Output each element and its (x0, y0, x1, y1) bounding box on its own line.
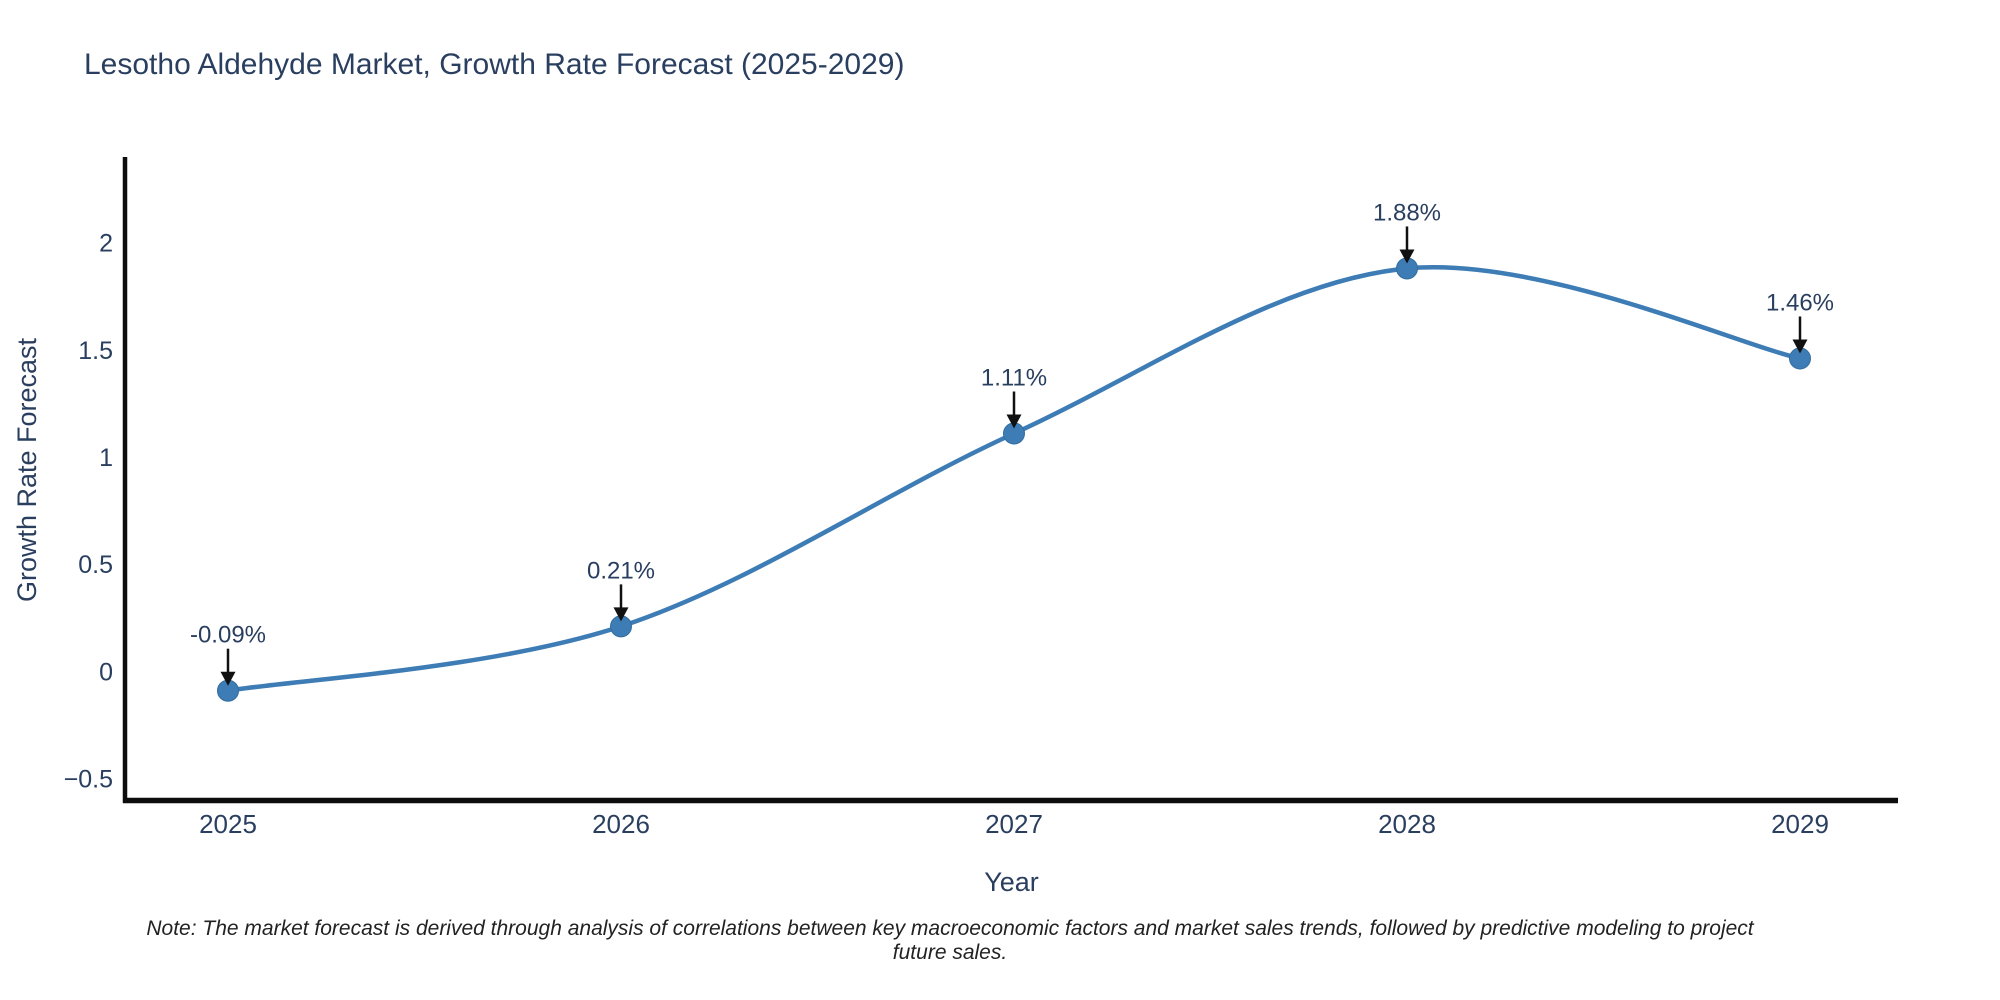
y-tick-label: 0 (99, 658, 113, 686)
annotation-arrowhead (1399, 249, 1415, 264)
annotation-arrowhead (1006, 414, 1022, 429)
x-tick-label: 2025 (199, 809, 257, 839)
annotation-label: -0.09% (190, 622, 266, 649)
x-tick-label: 2027 (985, 809, 1043, 839)
chart-footnote: Note: The market forecast is derived thr… (146, 917, 1754, 964)
annotation-label: 1.11% (981, 364, 1047, 391)
annotation-arrowhead (613, 607, 629, 622)
annotation-label: 0.21% (587, 557, 655, 584)
chart-title: Lesotho Aldehyde Market, Growth Rate For… (84, 48, 905, 81)
x-tick-label: 2026 (592, 809, 650, 839)
annotation-label: 1.88% (1373, 199, 1441, 226)
x-tick-label: 2029 (1771, 809, 1829, 839)
y-tick-label: −0.5 (64, 766, 113, 794)
y-axis-title: Growth Rate Forecast (12, 337, 42, 602)
y-tick-label: 1.5 (78, 337, 113, 365)
line-series-path (225, 265, 1803, 693)
y-tick-label: 1 (99, 444, 113, 472)
y-tick-label: 2 (99, 230, 113, 258)
annotation-arrowhead (1792, 339, 1808, 354)
annotation-label: 1.46% (1766, 289, 1834, 316)
x-axis-title: Year (984, 867, 1039, 897)
y-tick-label: 0.5 (78, 551, 113, 579)
annotation-arrowhead (220, 671, 236, 686)
x-tick-label: 2028 (1378, 809, 1436, 839)
